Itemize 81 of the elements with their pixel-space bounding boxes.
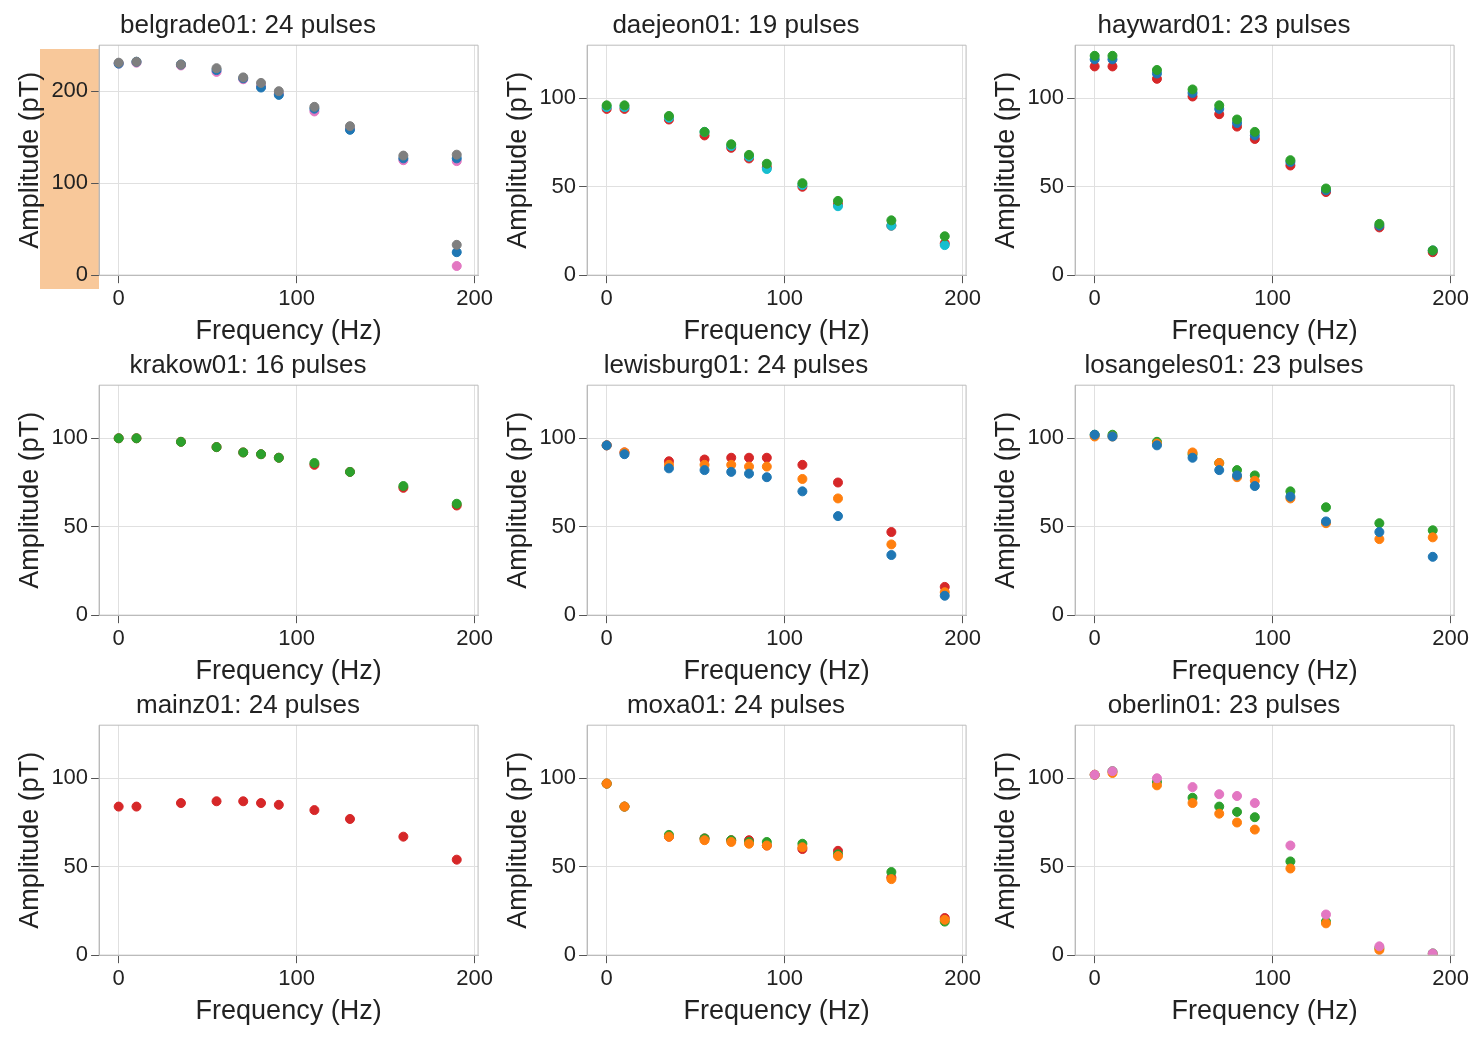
chart-title: moxa01: 24 pulses (626, 688, 846, 719)
x-tick-label: 100 (1254, 965, 1291, 991)
y-tick-label: 50 (63, 512, 89, 538)
y-tick-label: 50 (63, 852, 89, 878)
x-axis-title: Frequency (Hz) (1171, 315, 1358, 346)
y-tick-label: 50 (551, 852, 577, 878)
x-tick-label: 200 (456, 285, 493, 311)
y-axis-title: Amplitude (pT) (501, 71, 532, 249)
y-axis-title: Amplitude (pT) (501, 751, 532, 929)
chart-title: hayward01: 23 pulses (1097, 8, 1351, 39)
x-tick-label: 100 (766, 625, 803, 651)
x-tick-label: 100 (278, 625, 315, 651)
y-tick-label: 50 (1039, 512, 1065, 538)
y-tick-label: 50 (1039, 172, 1065, 198)
x-tick-label: 200 (1432, 625, 1469, 651)
y-tick-label: 0 (75, 261, 89, 287)
x-tick-label: 200 (1432, 965, 1469, 991)
y-tick-label: 100 (51, 169, 89, 195)
x-axis-title: Frequency (Hz) (683, 655, 870, 686)
y-axis-title: Amplitude (pT) (13, 411, 44, 589)
y-tick-label: 100 (51, 424, 89, 450)
y-axis-title: Amplitude (pT) (501, 411, 532, 589)
x-axis-title: Frequency (Hz) (195, 995, 382, 1026)
x-axis-title: Frequency (Hz) (683, 995, 870, 1026)
y-tick-label: 0 (563, 601, 577, 627)
x-tick-label: 0 (600, 625, 613, 651)
x-tick-label: 0 (112, 285, 125, 311)
y-tick-label: 50 (1039, 852, 1065, 878)
y-tick-label: 0 (75, 941, 89, 967)
y-axis-title: Amplitude (pT) (13, 751, 44, 929)
y-tick-label: 50 (551, 172, 577, 198)
x-tick-label: 100 (766, 965, 803, 991)
x-axis-title: Frequency (Hz) (195, 655, 382, 686)
y-tick-label: 100 (539, 424, 577, 450)
y-tick-label: 100 (1027, 84, 1065, 110)
y-tick-label: 100 (539, 84, 577, 110)
x-tick-label: 0 (1088, 965, 1101, 991)
x-tick-label: 0 (1088, 285, 1101, 311)
x-axis-title: Frequency (Hz) (683, 315, 870, 346)
chart-title: losangeles01: 23 pulses (1084, 348, 1364, 379)
x-tick-label: 200 (1432, 285, 1469, 311)
y-tick-label: 0 (75, 601, 89, 627)
x-tick-label: 100 (278, 285, 315, 311)
y-tick-label: 100 (539, 764, 577, 790)
chart-title: krakow01: 16 pulses (129, 348, 367, 379)
x-tick-label: 100 (278, 965, 315, 991)
x-tick-label: 0 (600, 285, 613, 311)
x-axis-title: Frequency (Hz) (1171, 655, 1358, 686)
x-tick-label: 100 (1254, 285, 1291, 311)
x-tick-label: 200 (944, 625, 981, 651)
y-tick-label: 0 (1051, 601, 1065, 627)
chart-title: daejeon01: 19 pulses (612, 8, 860, 39)
y-tick-label: 0 (1051, 261, 1065, 287)
x-tick-label: 0 (112, 625, 125, 651)
chart-title: mainz01: 24 pulses (135, 688, 361, 719)
y-tick-label: 200 (51, 77, 89, 103)
y-tick-label: 0 (1051, 941, 1065, 967)
y-tick-label: 100 (1027, 764, 1065, 790)
chart-title: lewisburg01: 24 pulses (603, 348, 869, 379)
y-axis-title: Amplitude (pT) (989, 411, 1020, 589)
chart-title: belgrade01: 24 pulses (120, 8, 376, 39)
y-tick-label: 0 (563, 941, 577, 967)
y-tick-label: 50 (551, 512, 577, 538)
y-axis-title: Amplitude (pT) (989, 751, 1020, 929)
x-tick-label: 200 (944, 965, 981, 991)
x-tick-label: 200 (944, 285, 981, 311)
x-tick-label: 100 (1254, 625, 1291, 651)
y-tick-label: 100 (51, 764, 89, 790)
x-axis-title: Frequency (Hz) (1171, 995, 1358, 1026)
chart-title: oberlin01: 23 pulses (1107, 688, 1341, 719)
x-tick-label: 0 (1088, 625, 1101, 651)
y-axis-title: Amplitude (pT) (13, 71, 44, 249)
x-tick-label: 0 (112, 965, 125, 991)
x-tick-label: 100 (766, 285, 803, 311)
x-tick-label: 200 (456, 625, 493, 651)
x-tick-label: 0 (600, 965, 613, 991)
y-tick-label: 100 (1027, 424, 1065, 450)
x-tick-label: 200 (456, 965, 493, 991)
y-axis-title: Amplitude (pT) (989, 71, 1020, 249)
x-axis-title: Frequency (Hz) (195, 315, 382, 346)
y-tick-label: 0 (563, 261, 577, 287)
